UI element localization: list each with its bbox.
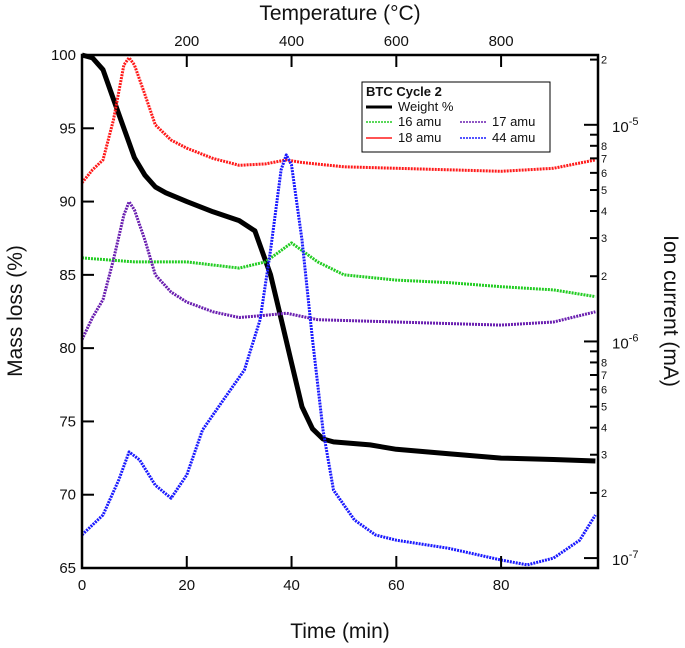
legend-label: 16 amu [398, 114, 441, 129]
y-tick-label: 70 [59, 487, 76, 504]
y2-minor-label: 6 [601, 385, 607, 397]
y-tick-label: 80 [59, 340, 76, 357]
x-axis-title: Time (min) [290, 620, 390, 643]
y2-minor-label: 4 [601, 206, 607, 218]
x-tick-label: 0 [78, 577, 86, 594]
series-line-16-amu [81, 241, 596, 299]
y2-tick-base: 10 [612, 552, 629, 569]
y2-tick-label: 10-5 [612, 116, 638, 136]
y2-minor-label: 2 [601, 55, 607, 67]
y-tick-label: 75 [59, 413, 76, 430]
x-tick-label: 80 [493, 577, 510, 594]
y-tick-label: 100 [51, 47, 76, 64]
series-line-weight- [81, 52, 596, 464]
y-tick-label: 95 [59, 120, 76, 137]
y-tick-label: 65 [59, 560, 76, 577]
y2-minor-label: 8 [601, 141, 607, 153]
y2-minor-label: 3 [601, 450, 607, 462]
y2-minor-label: 7 [601, 153, 607, 165]
y2-minor-label: 4 [601, 423, 607, 435]
y2-minor-label: 6 [601, 168, 607, 180]
y2-axis-title: Ion current (mA) [659, 235, 682, 387]
legend-box [361, 81, 551, 153]
y2-tick-label: 10-7 [612, 549, 638, 569]
legend-label: 18 amu [398, 130, 441, 145]
x-tick-label: 40 [283, 577, 300, 594]
series-line-44-amu [80, 153, 597, 567]
y2-tick-exponent: -6 [629, 332, 639, 344]
y2-minor-label: 5 [601, 402, 607, 414]
y2-tick-exponent: -7 [629, 549, 639, 561]
legend-title: BTC Cycle 2 [366, 84, 442, 99]
y2-minor-label: 2 [601, 271, 607, 283]
legend: BTC Cycle 2 Weight %16 amu 17 amu 18 amu 44… [361, 81, 551, 153]
legend-label: Weight % [398, 99, 454, 114]
y2-tick-label: 10-6 [612, 332, 638, 352]
y-tick-label: 85 [59, 267, 76, 284]
y2-minor-label: 2 [601, 488, 607, 500]
legend-label: 44 amu [492, 130, 535, 145]
x-tick-label: 60 [388, 577, 405, 594]
y2-minor-label: 7 [601, 370, 607, 382]
y-tick-label: 90 [59, 194, 76, 211]
y2-minor-label: 5 [601, 185, 607, 197]
x-tick-label: 20 [178, 577, 195, 594]
plot-frame [80, 53, 600, 570]
y-axis-title: Mass loss (%) [4, 245, 27, 377]
legend-label: 17 amu [492, 114, 535, 129]
y2-minor-label: 3 [601, 233, 607, 245]
x2-tick-label: 400 [279, 33, 304, 50]
y2-tick-exponent: -5 [629, 116, 639, 128]
series-layer [80, 52, 597, 567]
x2-tick-label: 200 [174, 33, 199, 50]
y2-tick-base: 10 [612, 335, 629, 352]
x2-axis-title: Temperature (°C) [259, 2, 420, 25]
series-line-17-amu [80, 200, 596, 341]
x2-tick-label: 800 [489, 33, 514, 50]
x2-tick-label: 600 [384, 33, 409, 50]
series-line-18-amu [80, 56, 596, 184]
y2-minor-label: 8 [601, 357, 607, 369]
y2-tick-base: 10 [612, 119, 629, 136]
